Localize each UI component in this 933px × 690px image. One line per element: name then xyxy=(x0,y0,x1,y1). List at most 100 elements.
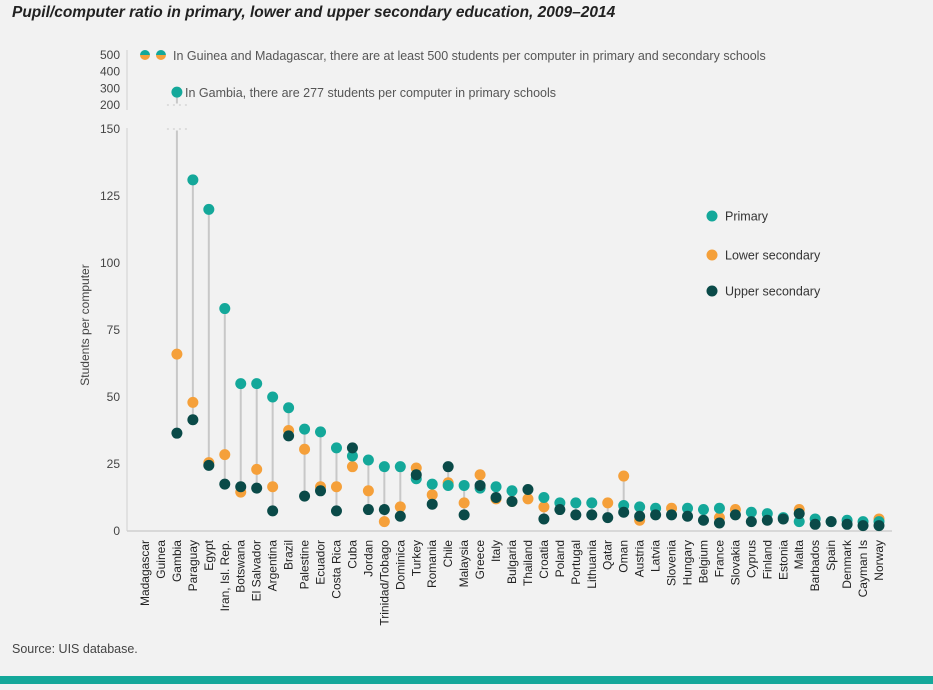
dot-upper-secondary xyxy=(522,483,534,495)
category-label: Italy xyxy=(489,540,503,562)
dot-primary xyxy=(745,506,757,518)
stems xyxy=(166,92,880,526)
dot-upper-secondary xyxy=(873,520,885,532)
category-label: Austria xyxy=(633,540,647,578)
category-label: Paraguay xyxy=(186,540,200,591)
category-label: Croatia xyxy=(537,540,551,579)
dot-upper-secondary xyxy=(857,520,869,532)
dot-upper-secondary xyxy=(554,504,566,516)
category-label: Portugal xyxy=(569,540,583,585)
category-label: Brazil xyxy=(282,540,296,570)
dot-primary xyxy=(155,50,166,55)
dot-primary xyxy=(219,303,231,315)
category-label: Malaysia xyxy=(457,540,471,588)
dot-lower-secondary xyxy=(522,493,534,505)
dot-upper-secondary xyxy=(426,498,438,510)
category-label: France xyxy=(712,540,726,578)
dot-lower-secondary xyxy=(330,481,342,493)
category-labels: Madagascar Guinea Gambia Paraguay Egypt Iran,… xyxy=(138,539,886,626)
dot-primary xyxy=(251,378,263,390)
dot-primary xyxy=(713,502,725,514)
dot-primary xyxy=(490,481,502,493)
dot-upper-secondary xyxy=(841,518,853,530)
dot-upper-secondary xyxy=(650,509,662,521)
category-label: Spain xyxy=(824,540,838,571)
dot-upper-secondary xyxy=(235,481,247,493)
category-label: Dominica xyxy=(393,540,407,590)
category-label: Belgium xyxy=(696,540,710,583)
dot-upper-secondary xyxy=(506,496,518,508)
dot-lower-secondary xyxy=(171,348,183,360)
dot-lower-secondary xyxy=(474,469,486,481)
dot-upper-secondary xyxy=(761,514,773,526)
y-tick-label: 200 xyxy=(100,98,120,112)
y-tick-label: 50 xyxy=(107,390,121,404)
category-label: Ecuador xyxy=(314,540,328,585)
dot-upper-secondary xyxy=(219,478,231,490)
dot-upper-secondary xyxy=(203,459,215,471)
category-label: Latvia xyxy=(649,540,663,572)
dot-upper-secondary xyxy=(570,509,582,521)
category-label: El Salvador xyxy=(250,540,264,601)
dot-lower-secondary xyxy=(346,461,358,473)
category-label: Bulgaria xyxy=(505,540,519,584)
y-tick-label: 100 xyxy=(100,256,120,270)
y-tick-label: 400 xyxy=(100,65,120,79)
dot-upper-secondary xyxy=(713,517,725,529)
category-label: Guinea xyxy=(154,540,168,579)
dot-upper-secondary xyxy=(330,505,342,517)
legend-label: Upper secondary xyxy=(725,285,821,299)
dot-upper-secondary xyxy=(474,479,486,491)
category-label: Madagascar xyxy=(138,540,152,606)
dot-lower-secondary xyxy=(394,501,406,513)
dot-primary xyxy=(793,516,805,528)
category-label: Costa Rica xyxy=(329,540,343,599)
legend-marker xyxy=(706,285,718,297)
category-label: Cuba xyxy=(345,540,359,569)
category-label: Denmark xyxy=(840,539,854,589)
dot-primary xyxy=(442,479,454,491)
category-label: Romania xyxy=(425,540,439,588)
legend-marker xyxy=(706,249,718,261)
dot-upper-secondary xyxy=(346,442,358,454)
category-label: Norway xyxy=(872,540,886,581)
dot-upper-secondary xyxy=(825,516,837,528)
dot-primary xyxy=(346,450,358,462)
dot-primary xyxy=(570,497,582,509)
dot-primary xyxy=(697,504,709,516)
y-tick-label: 150 xyxy=(100,122,120,136)
dot-upper-secondary xyxy=(682,510,694,522)
dot-upper-secondary xyxy=(809,518,821,530)
dot-primary xyxy=(538,492,550,503)
y-tick-label: 0 xyxy=(113,524,120,538)
dot-lower-secondary xyxy=(251,463,263,475)
annotations: In Guinea and Madagascar, there are at l… xyxy=(173,49,766,100)
category-label: Palestine xyxy=(298,540,312,590)
dot-primary xyxy=(634,501,646,513)
dot-upper-secondary xyxy=(251,482,263,494)
legend-label: Lower secondary xyxy=(725,249,821,263)
dot-primary xyxy=(586,497,598,509)
y-tick-label: 25 xyxy=(107,457,121,471)
category-label: Argentina xyxy=(266,540,280,592)
category-label: Slovakia xyxy=(728,540,742,586)
dot-upper-secondary xyxy=(538,513,550,525)
category-label: Oman xyxy=(617,540,631,573)
y-tick-label: 75 xyxy=(107,323,121,337)
data-points xyxy=(140,50,885,532)
dot-primary xyxy=(378,461,390,473)
dot-lower-secondary xyxy=(602,497,614,509)
category-label: Turkey xyxy=(409,540,423,576)
dot-primary xyxy=(362,454,374,466)
dot-upper-secondary xyxy=(602,512,614,524)
dot-upper-secondary xyxy=(442,461,454,473)
dot-upper-secondary xyxy=(586,509,598,521)
legend: Primary Lower secondary Upper secondary xyxy=(706,210,821,299)
dot-primary xyxy=(171,86,183,98)
dot-lower-secondary xyxy=(538,501,550,513)
category-label: Lithuania xyxy=(585,540,599,589)
dot-upper-secondary xyxy=(362,504,374,516)
dot-upper-secondary xyxy=(697,514,709,526)
dot-primary xyxy=(426,478,438,490)
